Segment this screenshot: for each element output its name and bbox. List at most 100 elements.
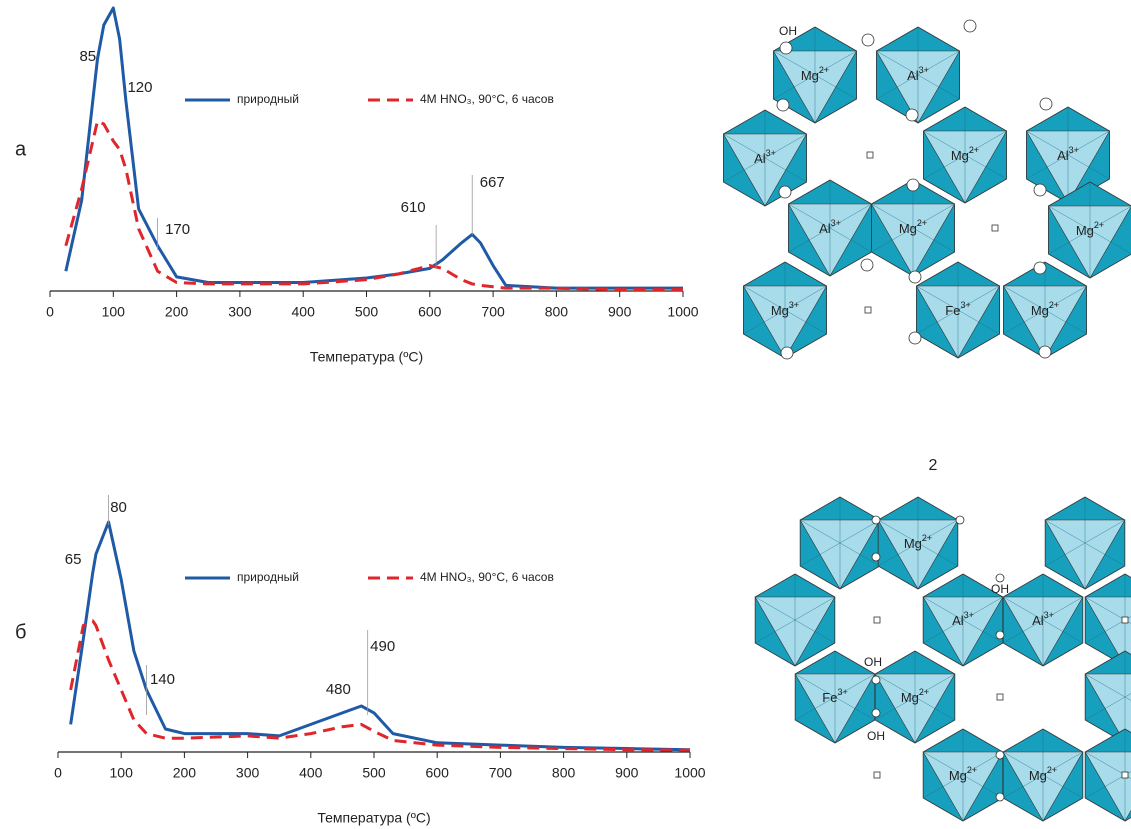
peak-label: 490 — [370, 638, 395, 655]
cation-charge: 3+ — [789, 300, 799, 310]
vacancy — [867, 152, 873, 158]
oxygen — [1040, 98, 1052, 110]
panel-label: б — [15, 621, 26, 643]
panel-label: а — [15, 138, 27, 160]
cation-charge: 2+ — [919, 687, 929, 697]
peak-label: 610 — [401, 199, 426, 216]
oxygen — [780, 42, 792, 54]
oh-label: OH — [864, 655, 882, 669]
vacancy — [865, 307, 871, 313]
x-tick-label: 400 — [292, 304, 316, 320]
cation-element: Mg — [949, 768, 967, 783]
x-tick-label: 600 — [418, 304, 442, 320]
x-tick-label: 400 — [299, 765, 323, 781]
cation-charge: 2+ — [969, 145, 979, 155]
legend-label: 4M HNO₃, 90°C, 6 часов — [420, 570, 554, 584]
x-tick-label: 200 — [165, 304, 189, 320]
peak-label: 65 — [65, 551, 82, 568]
series-line — [66, 8, 683, 288]
peak-label: 120 — [127, 79, 152, 96]
cation-charge: 2+ — [1049, 300, 1059, 310]
cation-charge: 3+ — [919, 65, 929, 75]
cation-charge: 2+ — [1094, 220, 1104, 230]
oxygen — [907, 179, 919, 191]
series-line — [66, 121, 683, 289]
oxygen — [909, 332, 921, 344]
x-tick-label: 700 — [489, 765, 513, 781]
x-tick-label: 300 — [228, 304, 252, 320]
x-tick-label: 0 — [46, 304, 54, 320]
x-tick-label: 200 — [173, 765, 197, 781]
x-tick-label: 800 — [552, 765, 576, 781]
oxygen — [779, 186, 791, 198]
cation-charge: 3+ — [964, 610, 974, 620]
cation-element: Al — [754, 151, 766, 166]
cation-charge: 3+ — [837, 687, 847, 697]
cation-element: Fe — [822, 690, 837, 705]
cation-element: Mg — [1029, 768, 1047, 783]
cation-charge: 3+ — [1044, 610, 1054, 620]
x-tick-label: 100 — [110, 765, 134, 781]
cation-element: Al — [952, 613, 964, 628]
x-axis-label: Температура (ºС) — [317, 810, 430, 826]
cation-charge: 2+ — [967, 765, 977, 775]
cation-charge: 2+ — [1047, 765, 1057, 775]
oxygen — [872, 676, 880, 684]
oxygen — [861, 259, 873, 271]
cation-element: Mg — [951, 148, 969, 163]
vacancy — [997, 694, 1003, 700]
peak-label: 667 — [480, 174, 505, 191]
x-tick-label: 600 — [426, 765, 450, 781]
peak-label: 85 — [79, 48, 96, 65]
x-tick-label: 900 — [608, 304, 632, 320]
oh-label: OH — [867, 729, 885, 743]
cation-charge: 3+ — [766, 148, 776, 158]
cation-element: Al — [1057, 148, 1069, 163]
vacancy — [874, 772, 880, 778]
oxygen — [909, 271, 921, 283]
cation-charge: 3+ — [1069, 145, 1079, 155]
cation-element: Al — [819, 221, 831, 236]
oh-label: OH — [991, 582, 1009, 596]
x-tick-label: 500 — [362, 765, 386, 781]
vacancy — [1122, 617, 1128, 623]
cation-element: Fe — [945, 303, 960, 318]
legend-label: природный — [237, 570, 299, 584]
series-line — [71, 522, 690, 750]
x-tick-label: 800 — [545, 304, 569, 320]
cation-element: Mg — [901, 690, 919, 705]
cation-element: Mg — [904, 536, 922, 551]
oxygen — [872, 709, 880, 717]
x-tick-label: 900 — [615, 765, 639, 781]
vacancy — [874, 617, 880, 623]
cation-element: Mg — [801, 68, 819, 83]
oxygen — [1039, 346, 1051, 358]
oxygen — [956, 516, 964, 524]
figure: а 0 100 200 300 400 500 600 700 800 900 1000 Темпера… — [0, 0, 1131, 829]
oxygen — [872, 516, 880, 524]
cation-charge: 3+ — [831, 218, 841, 228]
cation-element: Mg — [1076, 223, 1094, 238]
oxygen — [996, 751, 1004, 759]
cation-charge: 2+ — [922, 533, 932, 543]
oxygen — [996, 793, 1004, 801]
peak-label: 480 — [326, 681, 351, 698]
cation-charge: 3+ — [960, 300, 970, 310]
oxygen — [781, 347, 793, 359]
x-tick-label: 500 — [355, 304, 379, 320]
cation-charge: 2+ — [917, 218, 927, 228]
cation-element: Mg — [899, 221, 917, 236]
x-tick-label: 300 — [236, 765, 260, 781]
oxygen — [996, 574, 1004, 582]
cation-element: Al — [1032, 613, 1044, 628]
oh-label: OH — [779, 24, 797, 38]
legend-label: природный — [237, 92, 299, 106]
x-tick-label: 1000 — [667, 304, 698, 320]
structure-title: 2 — [929, 457, 938, 474]
oxygen — [872, 553, 880, 561]
x-axis-label: Температура (ºС) — [310, 349, 423, 365]
cation-charge: 2+ — [819, 65, 829, 75]
oxygen — [906, 109, 918, 121]
vacancy — [1122, 772, 1128, 778]
oxygen — [777, 99, 789, 111]
